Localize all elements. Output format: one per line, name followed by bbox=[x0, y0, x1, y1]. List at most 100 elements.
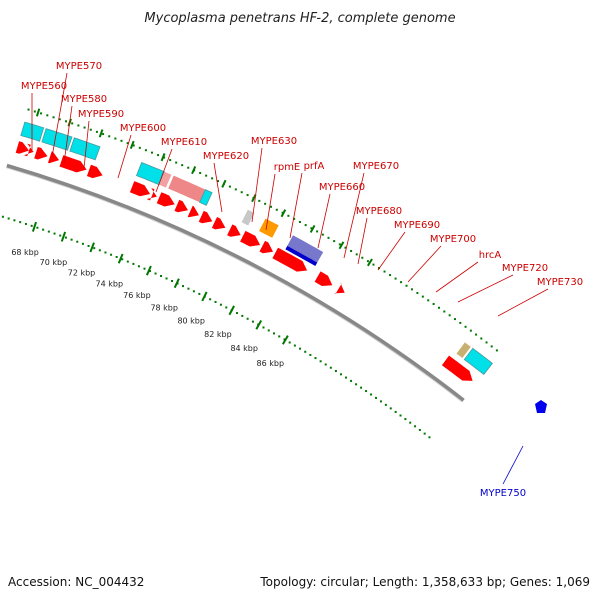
inner-tick-dot bbox=[93, 247, 96, 250]
genome-backbone bbox=[6, 163, 465, 403]
inner-tick-dot bbox=[350, 379, 353, 382]
gene-label: MYPE590 bbox=[78, 109, 124, 120]
cds-arrow bbox=[174, 199, 188, 213]
outer-tick-dot bbox=[372, 263, 375, 266]
inner-tick-dot bbox=[181, 285, 184, 288]
inner-tick-dot bbox=[198, 292, 201, 295]
kbp-label: 84 kbp bbox=[230, 344, 258, 353]
cds-arrow bbox=[259, 240, 273, 254]
label-leader-line bbox=[117, 134, 132, 179]
outer-tick-dot bbox=[480, 337, 483, 340]
inner-tick-dot bbox=[225, 306, 228, 309]
gene-label: MYPE560 bbox=[21, 81, 67, 92]
cds-arrow bbox=[227, 224, 241, 237]
inner-tick-dot bbox=[418, 428, 421, 431]
major-tick bbox=[173, 278, 180, 289]
outer-tick-dot bbox=[205, 174, 208, 177]
gene-label: MYPE700 bbox=[430, 234, 476, 245]
gene-label: MYPE600 bbox=[120, 123, 166, 134]
outer-tick-dot bbox=[64, 120, 67, 123]
label-leader-line bbox=[435, 261, 479, 293]
inner-tick-dot bbox=[214, 300, 217, 303]
inner-tick-dot bbox=[329, 366, 332, 369]
inner-tick-dot bbox=[235, 312, 238, 315]
cds-arrow bbox=[156, 192, 175, 207]
inner-tick-dot bbox=[126, 260, 129, 263]
inner-tick-dot bbox=[1, 215, 4, 218]
outer-tick-dot bbox=[120, 139, 123, 142]
outer-tick-dot bbox=[333, 240, 336, 243]
inner-tick-dot bbox=[87, 244, 90, 247]
plus-strand-gene bbox=[463, 347, 493, 375]
outer-tick-dot bbox=[355, 253, 358, 256]
inner-tick-dot bbox=[428, 436, 431, 439]
outer-tick-dot bbox=[389, 274, 392, 277]
inner-tick-dot bbox=[42, 228, 45, 231]
inner-tick-dot bbox=[389, 407, 392, 410]
label-leader-line bbox=[502, 445, 524, 485]
gene-label: MYPE620 bbox=[203, 151, 249, 162]
kbp-label: 76 kbp bbox=[123, 291, 151, 300]
outer-tick-dot bbox=[27, 108, 30, 111]
major-tick bbox=[89, 242, 95, 253]
outer-tick-dot bbox=[175, 161, 178, 164]
label-leader-line bbox=[497, 288, 549, 317]
inner-tick-dot bbox=[241, 314, 244, 317]
gene-label: MYPE610 bbox=[161, 137, 207, 148]
inner-tick-dot bbox=[319, 360, 322, 363]
outer-major-tick bbox=[129, 140, 135, 149]
inner-tick-dot bbox=[132, 262, 135, 265]
outer-major-tick bbox=[191, 166, 197, 175]
cds-arrow bbox=[146, 187, 157, 201]
outer-major-tick bbox=[251, 194, 257, 203]
cds-arrow bbox=[198, 210, 213, 224]
outer-tick-dot bbox=[469, 329, 472, 332]
outer-tick-dot bbox=[275, 208, 278, 211]
outer-tick-dot bbox=[71, 122, 74, 125]
kbp-label: 86 kbp bbox=[257, 359, 285, 368]
cds-arrow bbox=[441, 355, 473, 381]
outer-tick-dot bbox=[83, 126, 86, 129]
inner-tick-dot bbox=[374, 396, 377, 399]
inner-tick-dot bbox=[98, 249, 101, 252]
outer-tick-dot bbox=[240, 191, 243, 194]
outer-major-tick bbox=[221, 179, 227, 188]
inner-tick-dot bbox=[154, 272, 157, 275]
gene-label: hrcA bbox=[479, 250, 502, 261]
gene-prfA-block bbox=[168, 175, 206, 203]
inner-tick-dot bbox=[409, 421, 412, 424]
inner-tick-dot bbox=[360, 386, 363, 389]
outer-major-tick bbox=[338, 241, 345, 250]
inner-tick-dot bbox=[309, 353, 312, 356]
inner-tick-dot bbox=[171, 279, 174, 282]
outer-tick-dot bbox=[400, 281, 403, 284]
inner-tick-dot bbox=[314, 357, 317, 360]
outer-tick-dot bbox=[464, 325, 467, 328]
outer-tick-dot bbox=[157, 154, 160, 157]
inner-tick-dot bbox=[219, 303, 222, 306]
inner-tick-dot bbox=[7, 217, 10, 220]
plus-strand-gene bbox=[199, 189, 213, 206]
major-tick bbox=[228, 305, 235, 316]
inner-tick-dot bbox=[423, 432, 426, 435]
gene-label: rpmE bbox=[274, 162, 301, 173]
inner-tick-dot bbox=[137, 265, 140, 268]
inner-tick-dot bbox=[304, 350, 307, 353]
cds-arrow bbox=[272, 247, 308, 272]
outer-tick-dot bbox=[228, 185, 231, 188]
outer-tick-dot bbox=[287, 214, 290, 217]
kbp-label: 74 kbp bbox=[96, 279, 124, 288]
pseudo-gene bbox=[159, 171, 172, 188]
inner-tick-dot bbox=[160, 274, 163, 277]
inner-tick-dot bbox=[404, 418, 407, 421]
label-leader-line bbox=[289, 172, 303, 239]
outer-tick-dot bbox=[52, 116, 55, 119]
outer-tick-dot bbox=[269, 205, 272, 208]
inner-tick-dot bbox=[273, 332, 276, 335]
cds-arrow bbox=[59, 155, 87, 173]
outer-major-tick bbox=[366, 258, 373, 267]
outer-tick-dot bbox=[405, 284, 408, 287]
outer-tick-dot bbox=[443, 310, 446, 313]
major-tick bbox=[281, 335, 289, 345]
